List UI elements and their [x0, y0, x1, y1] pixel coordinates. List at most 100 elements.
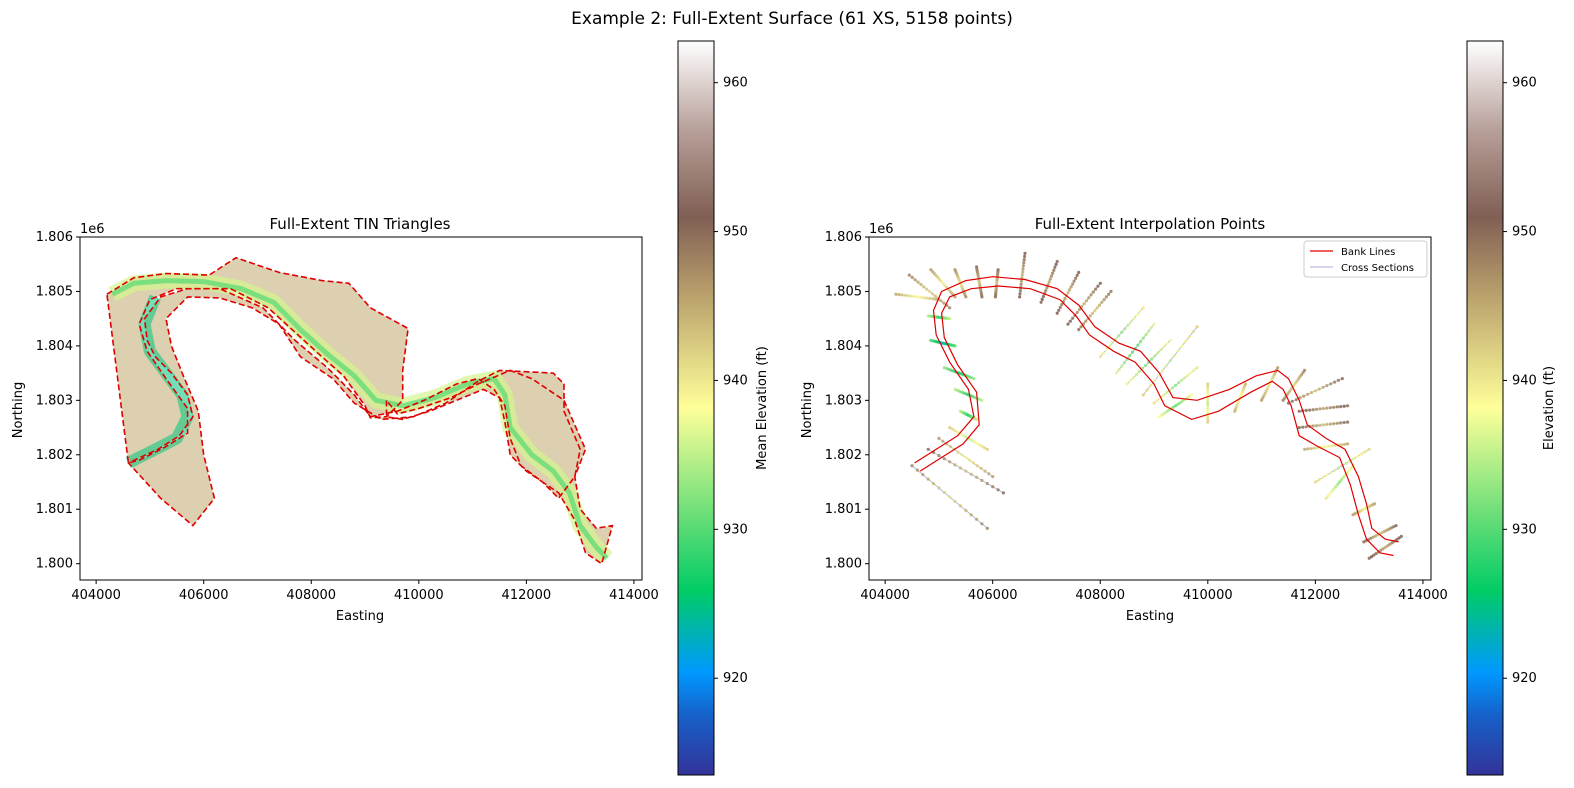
panel-b-xtick-label: 406000 [968, 588, 1018, 603]
interpolation-point [1176, 402, 1180, 406]
interpolation-point [1082, 302, 1086, 306]
interpolation-point [1077, 328, 1081, 332]
interpolation-point [1051, 271, 1055, 275]
interpolation-point [1157, 415, 1161, 419]
interpolation-point [1084, 319, 1088, 323]
interpolation-point [948, 445, 953, 449]
interpolation-point [1260, 398, 1264, 402]
interpolation-point [1328, 492, 1332, 496]
interpolation-point [1325, 422, 1329, 426]
interpolation-point [1098, 281, 1102, 285]
interpolation-point [903, 293, 907, 297]
interpolation-point [953, 344, 957, 348]
interpolation-point [1329, 471, 1333, 475]
interpolation-point [1128, 379, 1132, 383]
interpolation-point [1161, 393, 1165, 398]
interpolation-point [1189, 371, 1193, 375]
interpolation-point [985, 526, 989, 530]
interpolation-point [1330, 489, 1334, 493]
interpolation-point [972, 440, 976, 444]
interpolation-point [1206, 409, 1210, 413]
interpolation-point [1327, 444, 1331, 448]
interpolation-point [1324, 445, 1328, 449]
interpolation-point [1107, 344, 1112, 348]
interpolation-point [1164, 410, 1168, 414]
interpolation-point [933, 294, 937, 298]
interpolation-point [1173, 383, 1178, 387]
interpolation-point [1296, 377, 1301, 381]
panel-a-ytick-label: 1.804 [36, 339, 73, 354]
interpolation-point [1335, 405, 1339, 409]
interpolation-point [916, 280, 920, 284]
interpolation-point [1313, 389, 1317, 393]
panel-b-ytick-label: 1.804 [825, 339, 862, 354]
interpolation-point [1374, 552, 1378, 556]
interpolation-point [897, 293, 901, 297]
interpolation-point [1329, 382, 1333, 386]
interpolation-point [1152, 401, 1156, 405]
interpolation-point [1096, 284, 1100, 288]
interpolation-point [977, 443, 981, 447]
interpolation-point [1095, 306, 1099, 310]
interpolation-point [964, 469, 968, 473]
interpolation-point [953, 295, 957, 299]
panel-a-xtick-label: 410000 [394, 588, 444, 603]
interpolation-point [1328, 422, 1332, 426]
interpolation-point [1097, 303, 1102, 307]
interpolation-point [1021, 270, 1025, 274]
interpolation-point [1074, 276, 1078, 280]
interpolation-point [1308, 408, 1312, 412]
interpolation-point [1311, 424, 1315, 428]
legend-cross-sections-label: Cross Sections [1341, 263, 1414, 274]
interpolation-point [931, 482, 936, 486]
panel-b-xlabel: Easting [1126, 609, 1174, 624]
interpolation-points-panel: Full-Extent Interpolation Points 404000 4… [800, 215, 1448, 624]
interpolation-point [991, 485, 995, 489]
interpolation-point [1117, 334, 1121, 338]
colorbar-tick-label: 930 [1512, 522, 1537, 537]
interpolation-point [960, 453, 964, 457]
interpolation-point [1351, 513, 1355, 517]
interpolation-point [1018, 295, 1022, 299]
panel-b-ytick-label: 1.805 [825, 284, 862, 299]
panel-a-ytick-label: 1.801 [36, 502, 73, 517]
interpolation-point [1304, 408, 1308, 412]
interpolation-point [1136, 343, 1140, 347]
interpolation-point [950, 427, 955, 431]
colorbar-a-ticks: 920 930 940 950 960 [714, 76, 748, 686]
interpolation-point [1206, 404, 1210, 408]
interpolation-point [1045, 286, 1049, 290]
interpolation-point [948, 460, 952, 464]
interpolation-point [1321, 423, 1325, 427]
panel-a-xtick-label: 404000 [71, 588, 121, 603]
interpolation-point [1164, 391, 1168, 395]
panel-b-xtick-label: 408000 [1075, 588, 1125, 603]
interpolation-point [1057, 308, 1061, 312]
panel-b-title: Full-Extent Interpolation Points [1035, 215, 1266, 233]
interpolation-point [1152, 322, 1156, 326]
interpolation-point [1091, 311, 1095, 315]
interpolation-point [1206, 387, 1210, 391]
interpolation-point [1044, 289, 1048, 293]
figure-title: Example 2: Full-Extent Surface (61 XS, 5… [571, 9, 1013, 29]
interpolation-point [1168, 359, 1172, 363]
interpolation-point [1359, 452, 1364, 456]
interpolation-point [1153, 378, 1157, 382]
interpolation-point [1356, 454, 1360, 458]
interpolation-point [987, 472, 991, 476]
interpolation-point [975, 517, 979, 521]
interpolation-point [953, 429, 957, 433]
interpolation-point [1022, 258, 1026, 262]
interpolation-point [1110, 341, 1115, 345]
interpolation-point [1117, 368, 1121, 372]
interpolation-point [1206, 417, 1210, 421]
interpolation-point [1306, 392, 1310, 396]
interpolation-point [1066, 322, 1070, 326]
panel-a-xtick-label: 408000 [286, 588, 336, 603]
interpolation-point [1325, 473, 1329, 477]
interpolation-point [1075, 310, 1079, 314]
interpolation-point [1157, 373, 1161, 377]
colorbar-tick-label: 940 [723, 373, 748, 388]
interpolation-point [900, 293, 904, 297]
interpolation-point [1379, 548, 1383, 553]
